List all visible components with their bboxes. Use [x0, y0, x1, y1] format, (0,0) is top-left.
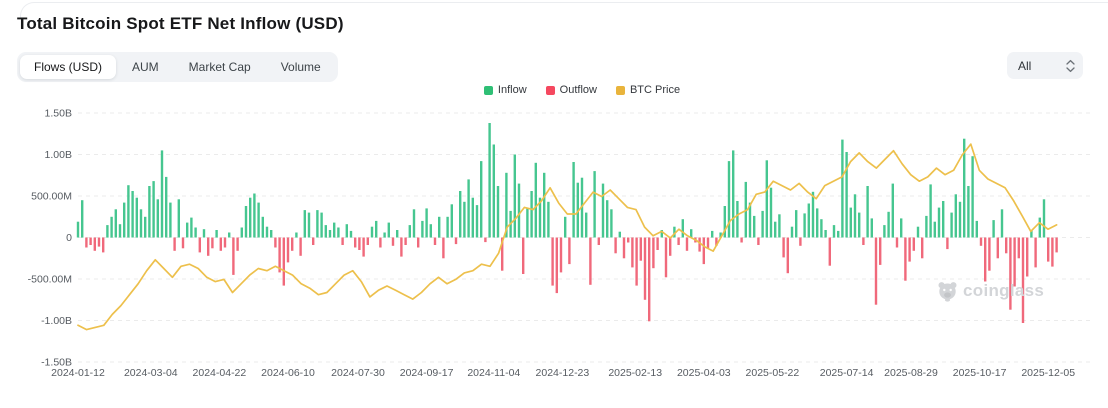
legend-label: Outflow	[559, 84, 597, 96]
svg-text:1.00B: 1.00B	[45, 149, 72, 161]
gridlines	[78, 112, 1090, 363]
legend-swatch	[545, 85, 555, 95]
btc-price-line	[77, 143, 1058, 331]
y-axis-labels: 1.50B 1.00B 500.00M 0 -500.00M -1.00B -1.50B	[28, 108, 73, 369]
legend-item-inflow[interactable]: Inflow	[483, 84, 527, 96]
svg-text:2024-11-04: 2024-11-04	[467, 367, 520, 379]
page-title: Total Bitcoin Spot ETF Net Inflow (USD)	[17, 14, 344, 33]
legend-swatch	[615, 85, 625, 95]
svg-text:2024-06-10: 2024-06-10	[261, 367, 315, 379]
legend-swatch	[483, 85, 493, 95]
range-select-value: All	[1018, 58, 1032, 73]
svg-text:2024-01-12: 2024-01-12	[51, 367, 105, 379]
svg-text:2024-12-23: 2024-12-23	[536, 367, 590, 379]
svg-text:2025-08-29: 2025-08-29	[884, 367, 938, 379]
svg-text:2025-07-14: 2025-07-14	[820, 367, 874, 379]
chart-legend: Inflow Outflow BTC Price	[28, 84, 1108, 96]
svg-text:-1.00B: -1.00B	[41, 315, 72, 327]
svg-text:2024-04-22: 2024-04-22	[193, 367, 247, 379]
svg-text:2025-12-05: 2025-12-05	[1021, 367, 1075, 379]
svg-text:2025-04-03: 2025-04-03	[677, 367, 731, 379]
x-axis-labels: 2024-01-12 2024-03-04 2024-04-22 2024-06-10…	[51, 367, 1075, 379]
tab-market-cap[interactable]: Market Cap	[188, 60, 251, 74]
svg-text:2024-03-04: 2024-03-04	[124, 367, 178, 379]
legend-label: BTC Price	[629, 84, 681, 96]
svg-text:2025-02-13: 2025-02-13	[608, 367, 662, 379]
tab-aum[interactable]: AUM	[132, 60, 159, 74]
svg-text:2024-07-30: 2024-07-30	[331, 367, 385, 379]
legend-label: Inflow	[497, 84, 527, 96]
net-flow-bars	[76, 123, 1058, 323]
tab-bar: Flows (USD) AUM Market Cap Volume	[17, 52, 338, 82]
svg-text:500.00M: 500.00M	[31, 191, 72, 203]
svg-text:1.50B: 1.50B	[45, 108, 72, 120]
svg-text:2024-09-17: 2024-09-17	[400, 367, 454, 379]
svg-text:2025-10-17: 2025-10-17	[953, 367, 1007, 379]
legend-item-btc-price[interactable]: BTC Price	[615, 84, 681, 96]
tab-flows-usd[interactable]: Flows (USD)	[20, 55, 116, 79]
tab-volume[interactable]: Volume	[280, 60, 321, 74]
legend-item-outflow[interactable]: Outflow	[545, 84, 597, 96]
svg-text:-500.00M: -500.00M	[28, 274, 72, 286]
svg-text:0: 0	[66, 232, 72, 244]
svg-text:2025-05-22: 2025-05-22	[746, 367, 800, 379]
range-select[interactable]: All	[1007, 52, 1083, 79]
chevron-up-down-icon	[1066, 59, 1075, 72]
svg-text:-1.50B: -1.50B	[41, 357, 72, 369]
